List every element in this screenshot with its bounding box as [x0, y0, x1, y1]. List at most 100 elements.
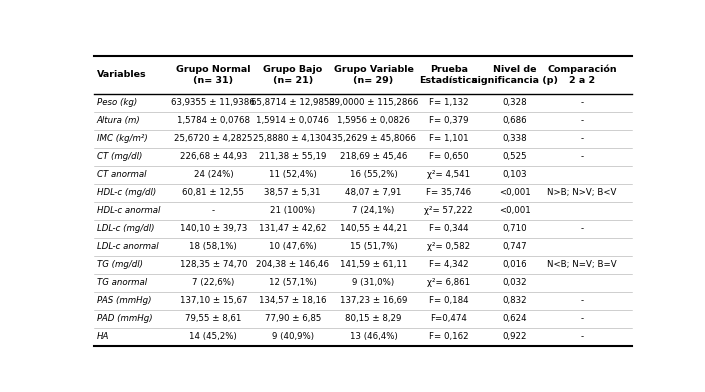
Text: 25,6720 ± 4,2825: 25,6720 ± 4,2825: [174, 134, 252, 143]
Text: 0,832: 0,832: [503, 296, 527, 305]
Text: -: -: [580, 332, 584, 341]
Text: LDL-c anormal: LDL-c anormal: [97, 242, 159, 251]
Text: χ²= 4,541: χ²= 4,541: [427, 170, 470, 179]
Text: F= 0,184: F= 0,184: [429, 296, 469, 305]
Text: 141,59 ± 61,11: 141,59 ± 61,11: [340, 260, 407, 269]
Text: 218,69 ± 45,46: 218,69 ± 45,46: [340, 152, 407, 161]
Text: N>B; N>V; B<V: N>B; N>V; B<V: [547, 188, 617, 197]
Text: TG anormal: TG anormal: [97, 278, 147, 287]
Text: F= 1,132: F= 1,132: [429, 98, 469, 107]
Text: F= 0,379: F= 0,379: [429, 116, 469, 125]
Text: CT (mg/dl): CT (mg/dl): [97, 152, 142, 161]
Text: F=0,474: F=0,474: [430, 314, 467, 323]
Text: 226,68 ± 44,93: 226,68 ± 44,93: [180, 152, 247, 161]
Text: F= 0,162: F= 0,162: [429, 332, 469, 341]
Text: 14 (45,2%): 14 (45,2%): [190, 332, 237, 341]
Text: <0,001: <0,001: [499, 188, 531, 197]
Text: 0,747: 0,747: [503, 242, 527, 251]
Text: Nivel de
significancia (p): Nivel de significancia (p): [472, 65, 558, 85]
Text: Grupo Normal
(n= 31): Grupo Normal (n= 31): [176, 65, 250, 85]
Text: F= 0,650: F= 0,650: [429, 152, 469, 161]
Text: Grupo Variable
(n= 29): Grupo Variable (n= 29): [333, 65, 413, 85]
Text: 35,2629 ± 45,8066: 35,2629 ± 45,8066: [331, 134, 415, 143]
Text: 0,710: 0,710: [503, 224, 527, 233]
Text: 0,922: 0,922: [503, 332, 527, 341]
Text: 11 (52,4%): 11 (52,4%): [269, 170, 317, 179]
Text: 89,0000 ± 115,2866: 89,0000 ± 115,2866: [329, 98, 418, 107]
Text: N<B; N=V; B=V: N<B; N=V; B=V: [547, 260, 617, 269]
Text: 128,35 ± 74,70: 128,35 ± 74,70: [180, 260, 247, 269]
Text: 211,38 ± 55,19: 211,38 ± 55,19: [259, 152, 326, 161]
Text: Prueba
Estadística: Prueba Estadística: [419, 65, 478, 85]
Text: IMC (kg/m²): IMC (kg/m²): [97, 134, 147, 143]
Text: CT anormal: CT anormal: [97, 170, 147, 179]
Text: -: -: [580, 224, 584, 233]
Text: 137,10 ± 15,67: 137,10 ± 15,67: [180, 296, 247, 305]
Text: 24 (24%): 24 (24%): [193, 170, 233, 179]
Text: 16 (55,2%): 16 (55,2%): [350, 170, 398, 179]
Text: LDL-c (mg/dl): LDL-c (mg/dl): [97, 224, 154, 233]
Text: Comparación
2 a 2: Comparación 2 a 2: [547, 65, 617, 85]
Text: Variables: Variables: [97, 71, 147, 80]
Text: <0,001: <0,001: [499, 206, 531, 215]
Text: HDL-c (mg/dl): HDL-c (mg/dl): [97, 188, 156, 197]
Text: 137,23 ± 16,69: 137,23 ± 16,69: [340, 296, 407, 305]
Text: F= 1,101: F= 1,101: [429, 134, 469, 143]
Text: -: -: [580, 152, 584, 161]
Text: 0,525: 0,525: [503, 152, 527, 161]
Text: PAD (mmHg): PAD (mmHg): [97, 314, 152, 323]
Text: 1,5956 ± 0,0826: 1,5956 ± 0,0826: [337, 116, 410, 125]
Text: 0,328: 0,328: [503, 98, 527, 107]
Text: 38,57 ± 5,31: 38,57 ± 5,31: [264, 188, 321, 197]
Text: -: -: [580, 98, 584, 107]
Text: 65,8714 ± 12,9853: 65,8714 ± 12,9853: [251, 98, 335, 107]
Text: TG (mg/dl): TG (mg/dl): [97, 260, 143, 269]
Text: 0,016: 0,016: [503, 260, 527, 269]
Text: HDL-c anormal: HDL-c anormal: [97, 206, 160, 215]
Text: 140,10 ± 39,73: 140,10 ± 39,73: [180, 224, 247, 233]
Text: 9 (31,0%): 9 (31,0%): [352, 278, 395, 287]
Text: 131,47 ± 42,62: 131,47 ± 42,62: [259, 224, 326, 233]
Text: 0,624: 0,624: [503, 314, 527, 323]
Text: 12 (57,1%): 12 (57,1%): [269, 278, 317, 287]
Text: 60,81 ± 12,55: 60,81 ± 12,55: [183, 188, 245, 197]
Text: 7 (22,6%): 7 (22,6%): [192, 278, 235, 287]
Text: 21 (100%): 21 (100%): [270, 206, 315, 215]
Text: 10 (47,6%): 10 (47,6%): [269, 242, 317, 251]
Text: PAS (mmHg): PAS (mmHg): [97, 296, 152, 305]
Text: -: -: [580, 134, 584, 143]
Text: Altura (m): Altura (m): [97, 116, 140, 125]
Text: Peso (kg): Peso (kg): [97, 98, 137, 107]
Text: 9 (40,9%): 9 (40,9%): [271, 332, 314, 341]
Text: -: -: [580, 116, 584, 125]
Text: -: -: [212, 206, 215, 215]
Text: 63,9355 ± 11,9386: 63,9355 ± 11,9386: [171, 98, 255, 107]
Text: 15 (51,7%): 15 (51,7%): [350, 242, 398, 251]
Text: 1,5914 ± 0,0746: 1,5914 ± 0,0746: [257, 116, 329, 125]
Text: 79,55 ± 8,61: 79,55 ± 8,61: [185, 314, 242, 323]
Text: 0,032: 0,032: [503, 278, 527, 287]
Text: F= 35,746: F= 35,746: [427, 188, 472, 197]
Text: χ²= 6,861: χ²= 6,861: [427, 278, 470, 287]
Text: 18 (58,1%): 18 (58,1%): [190, 242, 237, 251]
Text: -: -: [580, 314, 584, 323]
Text: -: -: [580, 296, 584, 305]
Text: 0,686: 0,686: [503, 116, 527, 125]
Text: F= 4,342: F= 4,342: [429, 260, 469, 269]
Text: 80,15 ± 8,29: 80,15 ± 8,29: [345, 314, 402, 323]
Text: HA: HA: [97, 332, 109, 341]
Text: 1,5784 ± 0,0768: 1,5784 ± 0,0768: [177, 116, 250, 125]
Text: 140,55 ± 44,21: 140,55 ± 44,21: [340, 224, 407, 233]
Text: χ²= 0,582: χ²= 0,582: [427, 242, 470, 251]
Text: 0,103: 0,103: [503, 170, 527, 179]
Text: Grupo Bajo
(n= 21): Grupo Bajo (n= 21): [263, 65, 322, 85]
Text: 48,07 ± 7,91: 48,07 ± 7,91: [345, 188, 402, 197]
Text: 204,38 ± 146,46: 204,38 ± 146,46: [256, 260, 329, 269]
Text: 25,8880 ± 4,1304: 25,8880 ± 4,1304: [254, 134, 332, 143]
Text: 77,90 ± 6,85: 77,90 ± 6,85: [264, 314, 321, 323]
Text: χ²= 57,222: χ²= 57,222: [424, 206, 473, 215]
Text: 13 (46,4%): 13 (46,4%): [350, 332, 398, 341]
Text: 134,57 ± 18,16: 134,57 ± 18,16: [259, 296, 326, 305]
Text: 0,338: 0,338: [503, 134, 527, 143]
Text: F= 0,344: F= 0,344: [429, 224, 469, 233]
